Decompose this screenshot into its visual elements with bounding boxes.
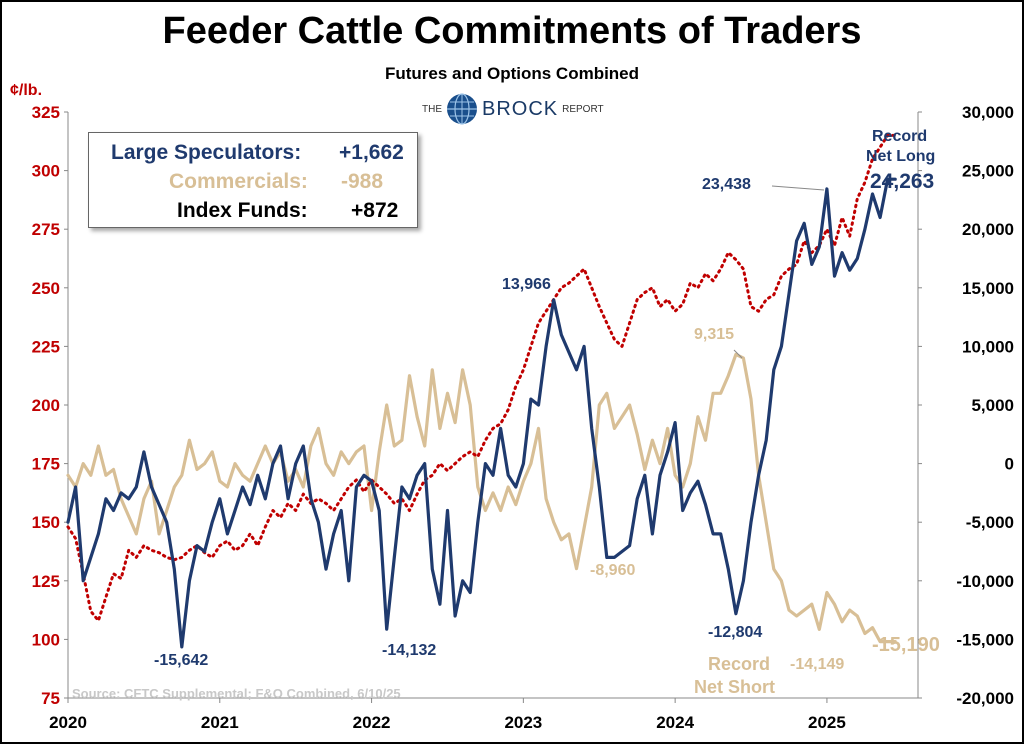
- logo-brock: BROCK: [482, 97, 559, 120]
- right-tick-label: -20,000: [956, 689, 1014, 708]
- spec-low-2022-label: -14,132: [382, 642, 437, 659]
- right-tick-label: 30,000: [962, 103, 1014, 122]
- x-tick-label: 2025: [808, 713, 846, 732]
- comm-peak-2024-leader: [733, 349, 743, 359]
- legend-index-label: Index Funds:: [177, 199, 308, 222]
- right-tick-label: 25,000: [962, 162, 1014, 181]
- left-tick-label: 200: [32, 396, 60, 415]
- comm-peak-2024-label: 9,315: [694, 326, 735, 343]
- right-tick-label: 15,000: [962, 279, 1014, 298]
- left-tick-label: 75: [41, 689, 60, 708]
- left-tick-label: 175: [32, 455, 60, 474]
- logo-the: THE: [422, 103, 442, 115]
- record-short-label-1: Record: [708, 654, 771, 674]
- left-axis-unit: ¢/lb.: [10, 82, 43, 99]
- x-tick-label: 2021: [201, 713, 239, 732]
- right-tick-label: 20,000: [962, 220, 1014, 239]
- record-long-label-2: Net Long: [866, 148, 936, 165]
- chart-subtitle: Futures and Options Combined: [384, 64, 640, 83]
- peak-2025-label: 23,438: [702, 176, 751, 193]
- legend-large-spec-label: Large Speculators:: [111, 141, 302, 164]
- record-long-label-1: Record: [872, 128, 928, 145]
- record-short-label-2: Net Short: [694, 677, 775, 697]
- comm-low-2025-label: -14,149: [790, 656, 845, 673]
- left-tick-label: 250: [32, 279, 60, 298]
- x-tick-label: 2024: [656, 713, 694, 732]
- legend-index-value: +872: [351, 199, 399, 222]
- left-tick-label: 150: [32, 513, 60, 532]
- series-line-price: [66, 133, 897, 623]
- left-tick-label: 125: [32, 572, 60, 591]
- last-comm-label: -15,190: [872, 634, 940, 656]
- left-tick-label: 275: [32, 220, 60, 239]
- comm-low-2023-label: -8,960: [590, 562, 636, 579]
- right-tick-label: -15,000: [956, 630, 1014, 649]
- spec-low-2020-label: -15,642: [154, 652, 209, 669]
- right-tick-label: -10,000: [956, 572, 1014, 591]
- legend-commercials-label: Commercials:: [169, 170, 308, 193]
- left-tick-label: 225: [32, 337, 60, 356]
- left-tick-label: 100: [32, 630, 60, 649]
- globe-icon: [447, 93, 477, 125]
- legend-large-spec-value: +1,662: [339, 141, 404, 164]
- chart-title: Feeder Cattle Commitments of Traders: [162, 10, 862, 52]
- legend-box: Large Speculators: +1,662 Commercials: -…: [88, 132, 418, 228]
- right-tick-label: 0: [1005, 455, 1014, 474]
- peak-2023-label: 13,966: [502, 276, 551, 293]
- x-tick-label: 2023: [504, 713, 542, 732]
- logo-report: REPORT: [562, 103, 604, 115]
- brock-report-logo: THE BROCK REPORT: [422, 92, 604, 126]
- x-tick-label: 2020: [49, 713, 87, 732]
- x-tick-label: 2022: [353, 713, 391, 732]
- right-tick-label: -5,000: [966, 513, 1014, 532]
- legend-commercials-value: -988: [341, 170, 384, 193]
- left-tick-label: 325: [32, 103, 60, 122]
- left-tick-label: 300: [32, 162, 60, 181]
- right-tick-label: 5,000: [971, 396, 1014, 415]
- source-note: Source: CFTC Supplemental; F&O Combined,…: [72, 686, 401, 701]
- right-tick-label: 10,000: [962, 337, 1014, 356]
- last-spec-label: 24,263: [870, 170, 935, 193]
- peak-2025-leader: [771, 185, 825, 191]
- series-line-large-speculators: [66, 177, 897, 649]
- spec-low-2024-label: -12,804: [708, 624, 763, 641]
